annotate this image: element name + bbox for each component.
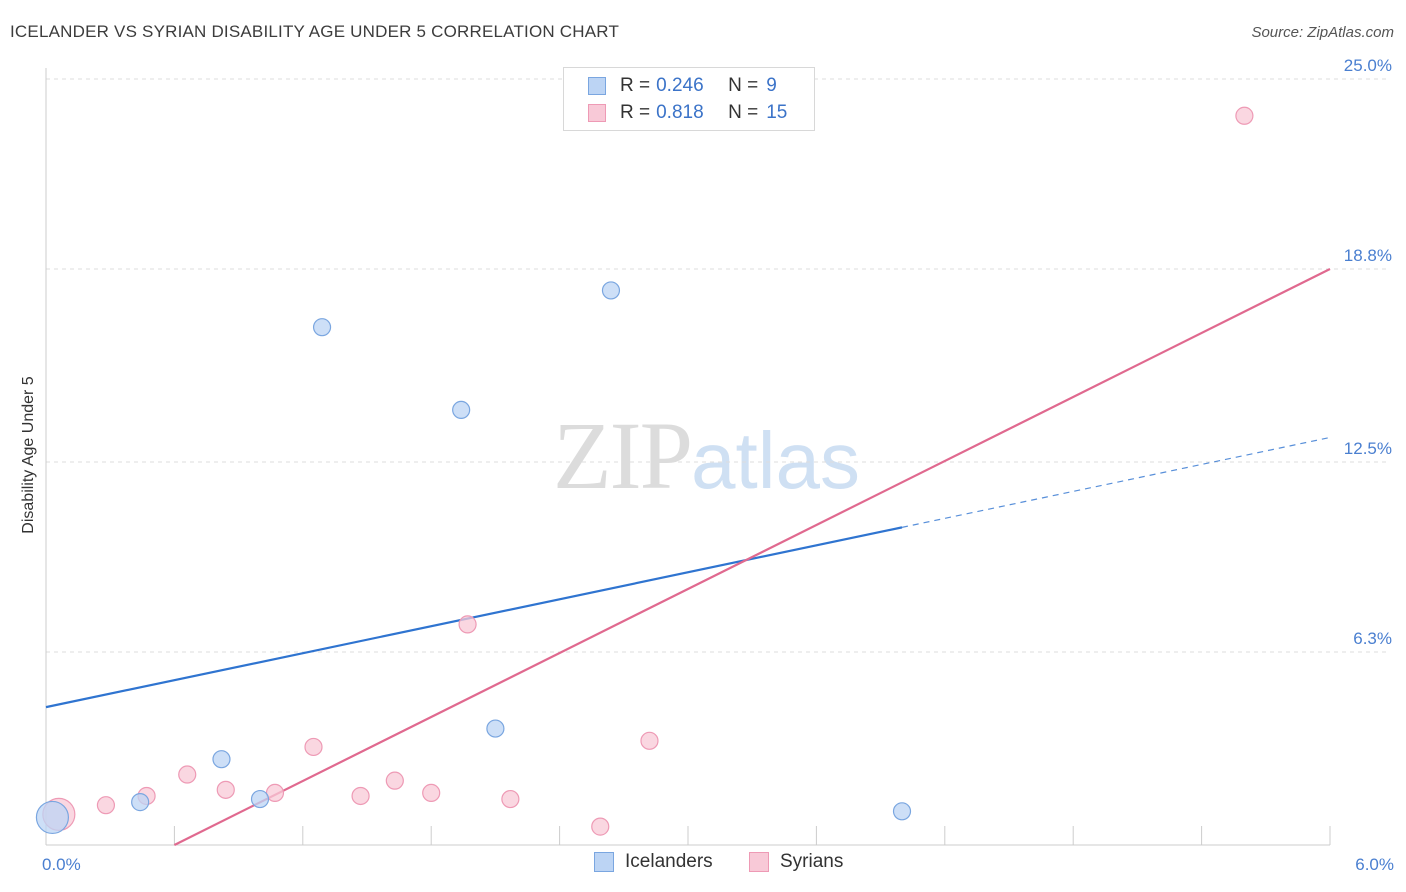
syrians-point	[351, 786, 370, 806]
n-value: 9	[766, 75, 777, 96]
legend-row-syrians: R = 0.818 N = 15	[588, 101, 787, 125]
r-value: 0.818	[656, 102, 704, 123]
n-value: 15	[766, 102, 788, 123]
series-legend: Icelanders Syrians	[0, 851, 1406, 877]
y-axis-label: Disability Age Under 5	[20, 376, 37, 534]
syrians-point	[96, 796, 116, 815]
syrians-point	[640, 731, 659, 750]
syrians-point	[458, 615, 477, 634]
n-label: N =	[728, 75, 759, 96]
trend-layer	[45, 267, 1331, 846]
icelanders-point	[892, 802, 912, 821]
x-tick-label: 0.0%	[42, 855, 81, 874]
icelanders-trend-dashed	[901, 436, 1331, 528]
axis-layer	[45, 68, 1331, 846]
legend-row-icelanders: R = 0.246 N = 9	[588, 74, 777, 98]
legend-item-label: Syrians	[780, 851, 844, 872]
syrians-point	[385, 771, 404, 790]
icelanders-point	[312, 318, 332, 337]
syrians-trend-line	[173, 267, 1331, 846]
y-tick-label: 25.0%	[1344, 56, 1392, 75]
y-tick-label: 12.5%	[1344, 439, 1392, 458]
icelanders-point	[250, 789, 270, 809]
syrians-point	[1235, 106, 1254, 125]
icelanders-trend-line	[45, 526, 903, 709]
icelanders-point	[131, 793, 150, 812]
source-label: Source: ZipAtlas.com	[1251, 24, 1394, 41]
syrians-point	[216, 780, 235, 799]
legend-item-label: Icelanders	[625, 851, 713, 872]
legend-item-icelanders[interactable]: Icelanders	[594, 851, 713, 873]
icelanders-point	[35, 800, 70, 835]
legend-item-syrians[interactable]: Syrians	[749, 851, 843, 873]
icelanders-point	[452, 400, 471, 420]
tick-label-layer: 25.0% 18.8% 12.5% 6.3% 0.0% 6.0%	[42, 56, 1394, 874]
y-tick-label: 6.3%	[1353, 629, 1392, 648]
n-label: N =	[728, 102, 759, 123]
point-layer	[35, 106, 1254, 836]
y-tick-label: 18.8%	[1344, 246, 1392, 265]
syrians-point	[591, 817, 610, 836]
x-tick-label: 6.0%	[1355, 855, 1394, 874]
chart-title: ICELANDER VS SYRIAN DISABILITY AGE UNDER…	[10, 22, 620, 41]
icelanders-point	[601, 281, 621, 300]
icelanders-point	[486, 719, 505, 738]
r-label: R =	[620, 102, 651, 123]
stats-legend: R = 0.246 N = 9 R = 0.818 N = 15	[563, 67, 815, 131]
syrians-point	[422, 783, 441, 803]
r-value: 0.246	[656, 75, 704, 96]
syrians-point	[304, 737, 323, 757]
syrians-swatch	[588, 104, 606, 122]
syrians-point	[178, 765, 197, 784]
syrians-point	[501, 789, 520, 809]
syrians-legend-swatch	[749, 852, 769, 872]
icelanders-legend-swatch	[594, 852, 614, 872]
icelanders-point	[212, 750, 231, 769]
icelanders-swatch	[588, 77, 606, 95]
r-label: R =	[620, 75, 651, 96]
